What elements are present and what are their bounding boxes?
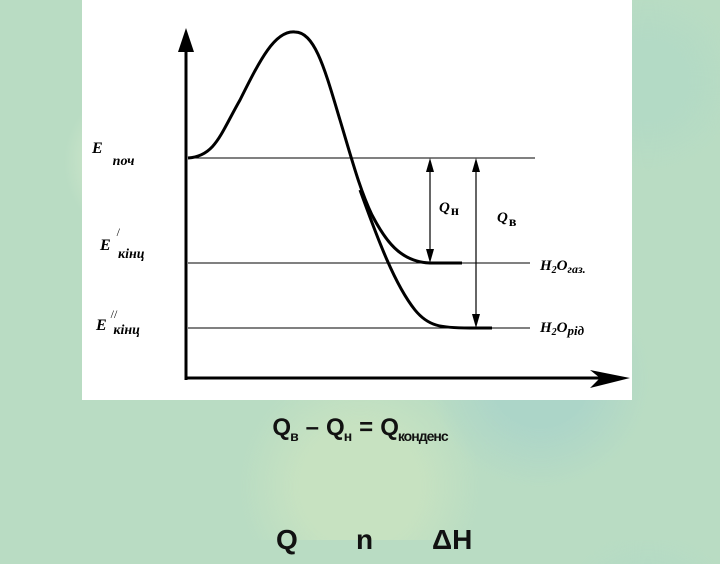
- arrow-head: [426, 158, 434, 172]
- subscript: в: [290, 427, 299, 444]
- label-gas: H2Oгаз.: [539, 258, 586, 276]
- y-arrow: [178, 28, 194, 52]
- symbol: Q: [276, 524, 298, 555]
- symbol: Q: [326, 414, 345, 441]
- arrow-head: [472, 158, 480, 172]
- arrow-head: [426, 249, 434, 263]
- subscript: конденс: [397, 427, 449, 444]
- symbol: Q: [380, 414, 399, 441]
- label-q-v: Qв: [497, 210, 517, 230]
- symbol: Q: [272, 414, 291, 441]
- label-e-end-2: E//кінц: [95, 307, 140, 338]
- curve-gas: [187, 30, 462, 265]
- label-e-end-1: E/кінц: [99, 225, 145, 262]
- label-q-n: Qн: [439, 200, 459, 219]
- energy-diagram: Eпоч E/кінц E//кінц Qн Qв H2Oгаз. H2Oрід: [91, 28, 630, 388]
- operator: =: [359, 414, 373, 441]
- label-e-start: Eпоч: [91, 140, 134, 169]
- x-arrow: [590, 370, 630, 388]
- symbol: n: [356, 524, 374, 555]
- operator: –: [305, 414, 319, 441]
- formula: Qв – Qн = Qконденс: [0, 414, 720, 444]
- diagram-panel: Eпоч E/кінц E//кінц Qн Qв H2Oгаз. H2Oрід: [82, 0, 632, 400]
- label-liquid: H2Oрід: [539, 320, 585, 338]
- arrow-head: [472, 314, 480, 328]
- curve-liquid: [358, 189, 492, 330]
- symbol: ΔH: [432, 524, 473, 555]
- subscript: н: [343, 427, 353, 444]
